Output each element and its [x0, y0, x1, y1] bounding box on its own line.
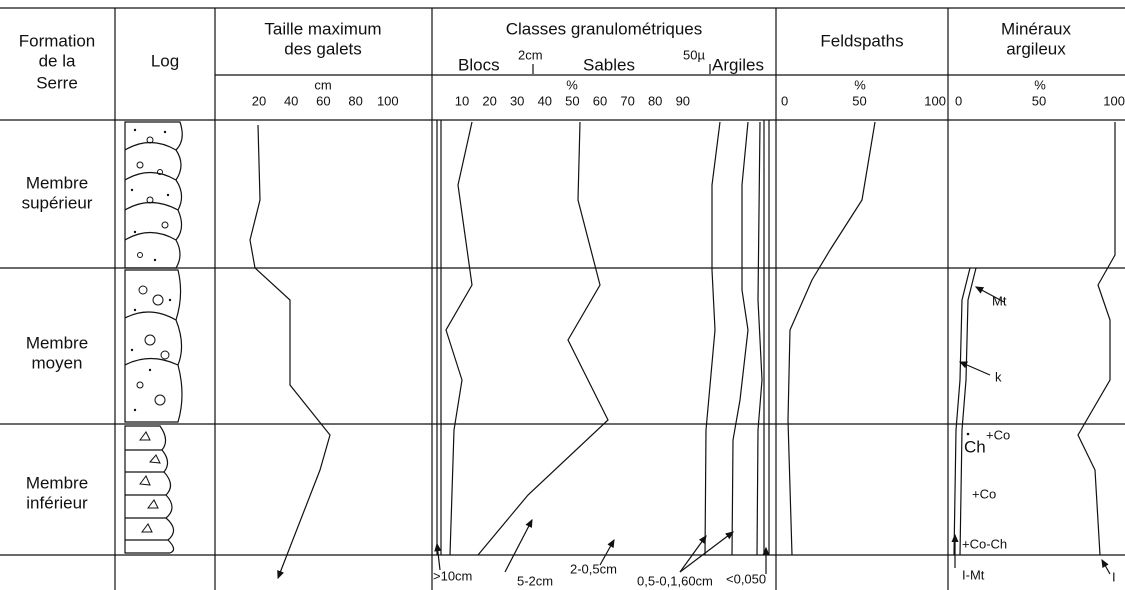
row-label: inférieur — [26, 493, 88, 512]
annotation: +Co — [972, 486, 996, 501]
subheader: Blocs — [458, 55, 500, 74]
header: Classes granulométriques — [506, 19, 703, 38]
annotation: 5-2cm — [517, 573, 553, 588]
row-label: moyen — [31, 353, 82, 372]
figure: Formation de la Serre Log Taille maximum… — [0, 0, 1125, 590]
subheader: Argiles — [712, 55, 764, 74]
annotation: >10cm — [433, 568, 472, 583]
tick-label: 100 — [377, 93, 399, 108]
tick-label: 20 — [482, 93, 496, 108]
annotation: 2-0,5cm — [570, 561, 617, 576]
tick-label: 50 — [852, 93, 866, 108]
profile-curves — [250, 120, 1115, 578]
subheader: 2cm — [518, 47, 543, 62]
header: Feldspaths — [820, 31, 903, 50]
tick-label: 90 — [676, 93, 690, 108]
unit: cm — [314, 77, 331, 92]
log-column — [125, 122, 182, 553]
header: Log — [151, 51, 179, 70]
annotation: I-Mt — [962, 567, 985, 582]
subheader: 50µ — [683, 47, 705, 62]
tick-label: 40 — [538, 93, 552, 108]
annotation: 0,5-0,1,60cm — [637, 573, 713, 588]
annotation: Ch — [964, 437, 986, 456]
annotation: +Co — [986, 427, 1010, 442]
tick-label: 10 — [455, 93, 469, 108]
row-label: supérieur — [22, 193, 93, 212]
unit: % — [566, 77, 578, 92]
tick-label: 60 — [316, 93, 330, 108]
unit: % — [1034, 77, 1046, 92]
annotation: +Co-Ch — [962, 536, 1007, 551]
tick-label: 100 — [924, 93, 946, 108]
annotation: Mt — [992, 293, 1007, 308]
tick-label: 40 — [284, 93, 298, 108]
row-label: Membre — [26, 173, 88, 192]
header: Minéraux — [1001, 19, 1071, 38]
tick-label: 80 — [648, 93, 662, 108]
header: des galets — [284, 39, 362, 58]
row-label: Membre — [26, 473, 88, 492]
header: de la — [39, 51, 76, 70]
tick-label: 80 — [348, 93, 362, 108]
tick-label: 60 — [593, 93, 607, 108]
tick-label: 0 — [781, 93, 788, 108]
annotation: <0,050 — [726, 571, 766, 586]
annotation: I — [1112, 569, 1116, 584]
header: Formation — [19, 31, 96, 50]
tick-label: 50 — [1032, 93, 1046, 108]
header: Taille maximum — [264, 19, 381, 38]
tick-label: 100 — [1103, 93, 1125, 108]
row-label: Membre — [26, 333, 88, 352]
header: argileux — [1006, 39, 1066, 58]
unit: % — [854, 77, 866, 92]
header: Serre — [36, 73, 78, 92]
tick-label: 30 — [510, 93, 524, 108]
tick-label: 50 — [565, 93, 579, 108]
tick-label: 20 — [252, 93, 266, 108]
annotation: k — [995, 369, 1002, 384]
tick-label: 0 — [955, 93, 962, 108]
tick-label: 70 — [620, 93, 634, 108]
subheader: Sables — [583, 55, 635, 74]
